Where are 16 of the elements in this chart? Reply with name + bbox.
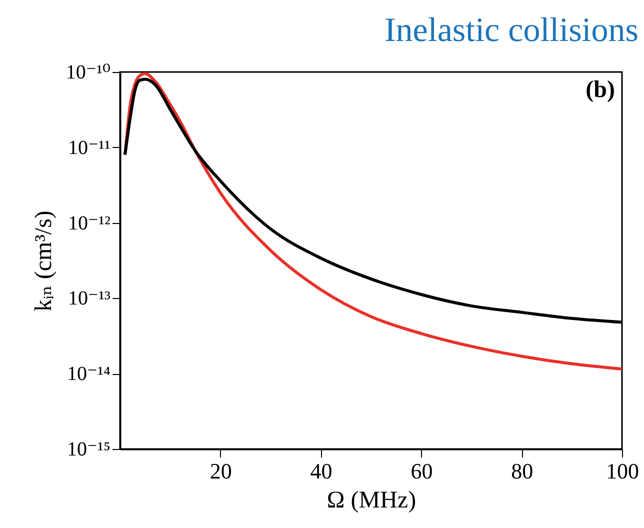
- x-tick-label: 20: [210, 458, 232, 484]
- y-tick-label: 10⁻¹⁴: [66, 363, 111, 386]
- line-series: [124, 72, 622, 371]
- y-tick-label: 10⁻¹⁰: [66, 62, 110, 84]
- x-axis-title: Ω (MHz): [326, 488, 416, 514]
- y-axis-title: kᵢₙ (cm³/s): [30, 210, 57, 312]
- y-tick-label: 10⁻¹¹: [68, 136, 110, 159]
- annotation: (b): [586, 77, 615, 103]
- x-tick-label: 60: [410, 458, 433, 484]
- chart-title: Inelastic collisions: [384, 12, 638, 49]
- y-tick-label: 10⁻¹⁵: [66, 438, 110, 460]
- x-tick-label: 80: [511, 458, 534, 484]
- y-tick-label: 10⁻¹²: [68, 212, 110, 234]
- x-tick-label: 40: [310, 458, 332, 484]
- x-tick-label: 100: [606, 458, 639, 484]
- y-tick-label: 10⁻¹³: [68, 288, 110, 310]
